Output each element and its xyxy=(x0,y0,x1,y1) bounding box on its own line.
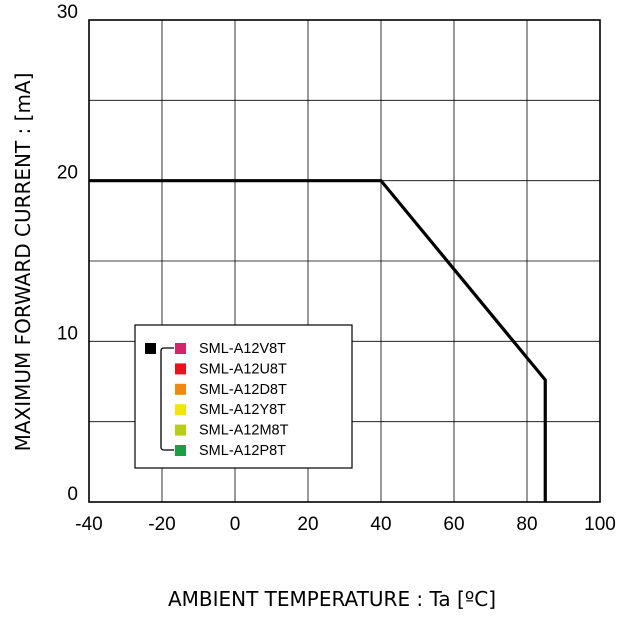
x-tick-label: 80 xyxy=(516,514,537,535)
legend-entry-label: SML-A12V8T xyxy=(199,341,286,357)
series-layer xyxy=(89,179,547,502)
x-tick-label: 20 xyxy=(297,514,318,535)
legend-swatch xyxy=(175,383,186,395)
x-tick-label: 0 xyxy=(230,514,241,535)
legend-swatch xyxy=(175,363,186,375)
legend-entries: SML-A12V8T SML-A12U8T SML-A12D8T SML-A12Y8T… xyxy=(175,341,289,459)
legend-swatch xyxy=(175,445,186,456)
legend-entry-label: SML-A12Y8T xyxy=(199,402,286,418)
y-tick-label: 10 xyxy=(57,323,78,344)
x-tick-label: 40 xyxy=(370,514,391,535)
x-tick-label: -20 xyxy=(148,514,175,535)
series-line xyxy=(89,179,547,502)
legend-swatch xyxy=(175,424,186,436)
legend-entry-label: SML-A12P8T xyxy=(199,443,286,459)
legend-swatch xyxy=(175,404,186,416)
legend-entry-label: SML-A12M8T xyxy=(199,423,289,439)
legend: SML-A12V8T SML-A12U8T SML-A12D8T SML-A12Y8T… xyxy=(134,324,353,469)
x-tick-label: -40 xyxy=(75,514,102,535)
x-tick-label: 100 xyxy=(584,514,616,535)
y-axis-label: MAXIMUM FORWARD CURRENT : [mA] xyxy=(11,73,35,452)
legend-box xyxy=(134,324,353,469)
legend-bracket xyxy=(160,347,174,451)
x-axis-label: AMBIENT TEMPERATURE : Ta [ºC] xyxy=(168,587,496,611)
y-tick-label: 20 xyxy=(57,163,78,184)
y-tick-label: 0 xyxy=(67,484,78,505)
legend-group-marker xyxy=(145,343,156,354)
legend-entry-label: SML-A12D8T xyxy=(199,382,287,398)
legend-entry-label: SML-A12U8T xyxy=(199,361,287,377)
legend-swatch xyxy=(175,343,186,354)
y-tick-label: 30 xyxy=(57,2,78,23)
y-axis-ticks: 0 10 20 30 xyxy=(57,2,78,505)
plot-frame xyxy=(88,19,601,503)
x-tick-label: 60 xyxy=(443,514,464,535)
x-axis-ticks: -40 -20 0 20 40 60 80 100 xyxy=(75,514,616,535)
